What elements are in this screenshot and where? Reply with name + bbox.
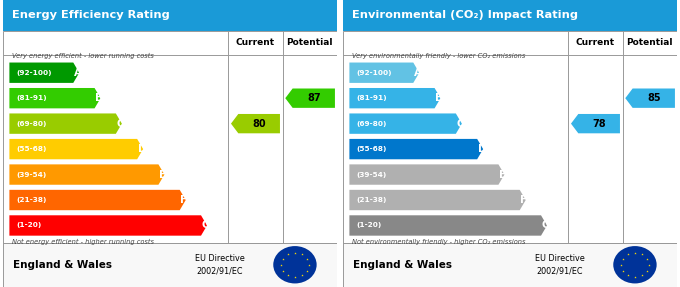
Polygon shape <box>10 215 207 236</box>
Polygon shape <box>350 190 526 210</box>
Text: B: B <box>435 93 443 103</box>
Polygon shape <box>10 113 122 134</box>
Bar <box>3 31 337 243</box>
Text: (81-91): (81-91) <box>17 95 48 101</box>
Polygon shape <box>10 63 80 83</box>
Polygon shape <box>350 215 547 236</box>
Text: C: C <box>116 119 124 129</box>
Polygon shape <box>350 164 505 185</box>
Bar <box>3 0 337 31</box>
Text: Current: Current <box>236 38 275 47</box>
Bar <box>343 243 677 287</box>
Text: A: A <box>74 68 82 78</box>
Text: (39-54): (39-54) <box>17 172 47 178</box>
Text: Potential: Potential <box>626 38 673 47</box>
Text: (1-20): (1-20) <box>357 222 382 228</box>
Text: E: E <box>159 170 166 180</box>
Text: G: G <box>202 220 210 230</box>
Text: (39-54): (39-54) <box>357 172 387 178</box>
Polygon shape <box>626 88 675 108</box>
Text: (55-68): (55-68) <box>357 146 387 152</box>
Bar <box>3 243 337 287</box>
Text: Not energy efficient - higher running costs: Not energy efficient - higher running co… <box>12 239 154 245</box>
Text: A: A <box>414 68 422 78</box>
Circle shape <box>273 246 317 284</box>
Text: 85: 85 <box>647 93 660 103</box>
Bar <box>343 31 677 243</box>
Polygon shape <box>231 114 280 133</box>
Text: Current: Current <box>576 38 615 47</box>
Text: Environmental (CO₂) Impact Rating: Environmental (CO₂) Impact Rating <box>352 11 578 20</box>
Circle shape <box>613 246 657 284</box>
Text: 87: 87 <box>307 93 320 103</box>
Text: (92-100): (92-100) <box>17 70 52 76</box>
Text: D: D <box>138 144 146 154</box>
Bar <box>343 0 677 31</box>
Text: Not environmentally friendly - higher CO₂ emissions: Not environmentally friendly - higher CO… <box>352 239 525 245</box>
Text: Potential: Potential <box>286 38 333 47</box>
Text: (69-80): (69-80) <box>357 121 387 127</box>
Text: F: F <box>180 195 188 205</box>
Text: Very environmentally friendly - lower CO₂ emissions: Very environmentally friendly - lower CO… <box>352 53 525 59</box>
Polygon shape <box>10 139 143 159</box>
Polygon shape <box>350 139 483 159</box>
Polygon shape <box>10 190 186 210</box>
Polygon shape <box>286 88 335 108</box>
Polygon shape <box>350 113 462 134</box>
Text: EU Directive
2002/91/EC: EU Directive 2002/91/EC <box>195 254 245 275</box>
Text: 80: 80 <box>252 119 266 129</box>
Text: (55-68): (55-68) <box>17 146 47 152</box>
Text: D: D <box>478 144 486 154</box>
Text: B: B <box>95 93 103 103</box>
Text: G: G <box>542 220 550 230</box>
Text: England & Wales: England & Wales <box>354 260 452 270</box>
Text: EU Directive
2002/91/EC: EU Directive 2002/91/EC <box>535 254 585 275</box>
Text: (1-20): (1-20) <box>17 222 42 228</box>
Polygon shape <box>350 88 441 108</box>
Polygon shape <box>10 164 165 185</box>
Text: (21-38): (21-38) <box>17 197 47 203</box>
Text: 78: 78 <box>592 119 606 129</box>
Text: C: C <box>456 119 464 129</box>
Polygon shape <box>10 88 101 108</box>
Text: (69-80): (69-80) <box>17 121 47 127</box>
Text: England & Wales: England & Wales <box>14 260 112 270</box>
Text: F: F <box>520 195 528 205</box>
Text: E: E <box>499 170 506 180</box>
Text: (92-100): (92-100) <box>357 70 392 76</box>
Polygon shape <box>350 63 420 83</box>
Text: (21-38): (21-38) <box>357 197 387 203</box>
Text: (81-91): (81-91) <box>357 95 388 101</box>
Text: Very energy efficient - lower running costs: Very energy efficient - lower running co… <box>12 53 154 59</box>
Text: Energy Efficiency Rating: Energy Efficiency Rating <box>12 11 169 20</box>
Polygon shape <box>571 114 620 133</box>
